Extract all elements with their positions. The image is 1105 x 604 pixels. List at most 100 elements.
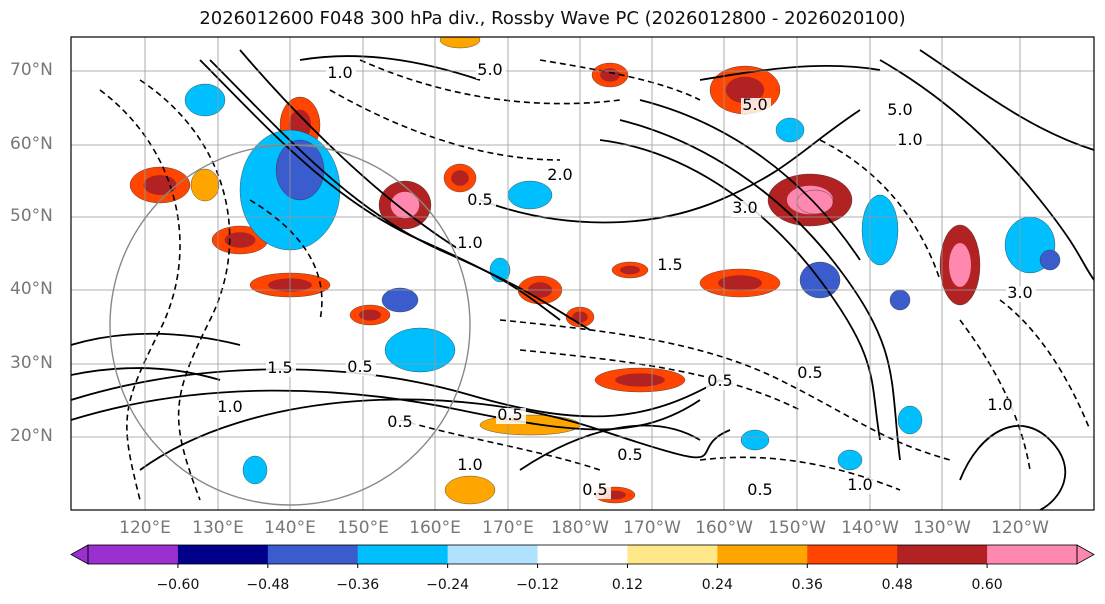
- divergence-blob: [242, 455, 268, 485]
- colorbar-min-arrow: [70, 544, 89, 565]
- lat-label: 60°N: [10, 134, 53, 154]
- divergence-blob: [439, 37, 481, 49]
- dashed-contour: [399, 419, 601, 471]
- divergence-blob: [740, 429, 770, 451]
- contour-value-label: 1.0: [847, 475, 872, 494]
- lon-label: 140°E: [264, 518, 316, 538]
- colorbar-segment: [88, 545, 179, 564]
- colorbar-segment: [177, 545, 269, 564]
- lat-label: 20°N: [10, 426, 53, 446]
- colorbar-tick-label: 0.24: [701, 577, 733, 593]
- rossby-wave-contours: [71, 49, 1094, 510]
- colorbar-tick-label: −0.48: [246, 577, 290, 593]
- lon-label: 130°W: [913, 518, 971, 538]
- lon-label: 120°W: [991, 518, 1049, 538]
- colorbar-segment: [627, 545, 718, 564]
- colorbar-segment: [537, 545, 628, 564]
- divergence-core: [615, 373, 665, 387]
- dashed-contour: [519, 349, 801, 411]
- divergence-blob: [889, 289, 911, 311]
- colorbar-segment: [357, 545, 449, 564]
- dashed-contour: [359, 59, 621, 105]
- lat-label: 40°N: [10, 279, 53, 299]
- divergence-blob: [1039, 249, 1061, 271]
- divergence-blob: [837, 449, 863, 471]
- solid-contour: [959, 425, 1067, 510]
- divergence-core: [359, 309, 381, 321]
- dashed-contour: [99, 89, 181, 501]
- colorbar-tick-label: 0.36: [791, 577, 823, 593]
- lon-label: 150°W: [768, 518, 826, 538]
- solid-contour: [239, 49, 461, 251]
- contour-value-label: 1.0: [987, 395, 1012, 414]
- divergence-core: [224, 232, 256, 248]
- dashed-contour: [539, 59, 701, 101]
- colorbar-tick-label: −0.60: [156, 577, 200, 593]
- divergence-core: [949, 243, 971, 287]
- solid-contour: [519, 424, 701, 471]
- lon-label: 180°W: [551, 518, 609, 538]
- colorbar-tick-label: 0.48: [881, 577, 913, 593]
- colorbar-tick-label: −0.24: [426, 577, 470, 593]
- contour-value-label: 0.5: [467, 190, 492, 209]
- dashed-contour: [959, 319, 1031, 471]
- divergence-blob: [861, 194, 899, 266]
- dashed-contour: [329, 89, 561, 161]
- contour-value-label: 1.0: [217, 397, 242, 416]
- lon-label: 150°E: [337, 518, 389, 538]
- divergence-blob: [190, 168, 220, 202]
- contour-value-label: 0.5: [747, 480, 772, 499]
- contour-value-label: 1.0: [327, 63, 352, 82]
- colorbar-max-arrow: [1076, 544, 1095, 565]
- contour-value-label: 0.5: [797, 363, 822, 382]
- contour-value-label: 3.0: [1007, 283, 1032, 302]
- divergence-blob: [381, 287, 419, 313]
- lon-label: 160°E: [409, 518, 461, 538]
- contour-value-label: 3.0: [732, 198, 757, 217]
- divergence-core: [620, 265, 640, 275]
- contour-value-label: 5.0: [887, 100, 912, 119]
- colorbar-segment: [447, 545, 539, 564]
- contour-value-label: 0.5: [347, 357, 372, 376]
- solid-contour: [139, 398, 731, 471]
- solid-contour: [639, 99, 861, 261]
- solid-contour: [879, 59, 1094, 281]
- contour-value-label: 1.0: [457, 455, 482, 474]
- lon-label: 170°W: [623, 518, 681, 538]
- dashed-contour: [819, 139, 941, 281]
- divergence-core: [600, 68, 620, 82]
- solid-contour: [71, 332, 241, 346]
- divergence-blob: [897, 405, 923, 435]
- lat-lon-gridlines: [71, 37, 1094, 510]
- lat-label: 30°N: [10, 353, 53, 373]
- colorbar-tick-label: −0.12: [516, 577, 559, 593]
- colorbar: [70, 544, 1095, 568]
- map-frame: [70, 36, 1095, 511]
- divergence-core: [718, 275, 762, 291]
- solid-contour: [919, 49, 1094, 151]
- colorbar-tick-label: 0.12: [611, 577, 644, 593]
- contour-value-label: 0.5: [582, 480, 607, 499]
- divergence-core: [725, 76, 765, 104]
- chart-title: 2026012600 F048 300 hPa div., Rossby Wav…: [199, 8, 906, 29]
- contour-value-label: 1.0: [897, 130, 922, 149]
- solid-contour: [199, 59, 561, 321]
- colorbar-segment: [897, 545, 988, 564]
- radius-circle: [109, 144, 471, 506]
- solid-contour: [599, 139, 881, 441]
- lon-label: 120°E: [119, 518, 171, 538]
- solid-contour: [299, 55, 481, 81]
- divergence-blob: [444, 475, 496, 505]
- divergence-core: [451, 170, 469, 186]
- colorbar-outline: [87, 544, 1078, 565]
- solid-contour: [699, 64, 881, 81]
- contour-value-label: 2.0: [547, 165, 572, 184]
- divergence-blob: [775, 117, 805, 143]
- colorbar-segment: [717, 545, 808, 564]
- map-background: [71, 37, 1094, 510]
- contour-labels: 5.0 1.0 5.0 1.0 3.0 2.0 1.0 0.5 1.5 0.5 1.0 0.5 0.5 0…: [216, 60, 1036, 499]
- divergence-blob: [479, 414, 581, 436]
- contour-value-label: 5.0: [477, 60, 502, 79]
- divergence-blob: [507, 180, 553, 210]
